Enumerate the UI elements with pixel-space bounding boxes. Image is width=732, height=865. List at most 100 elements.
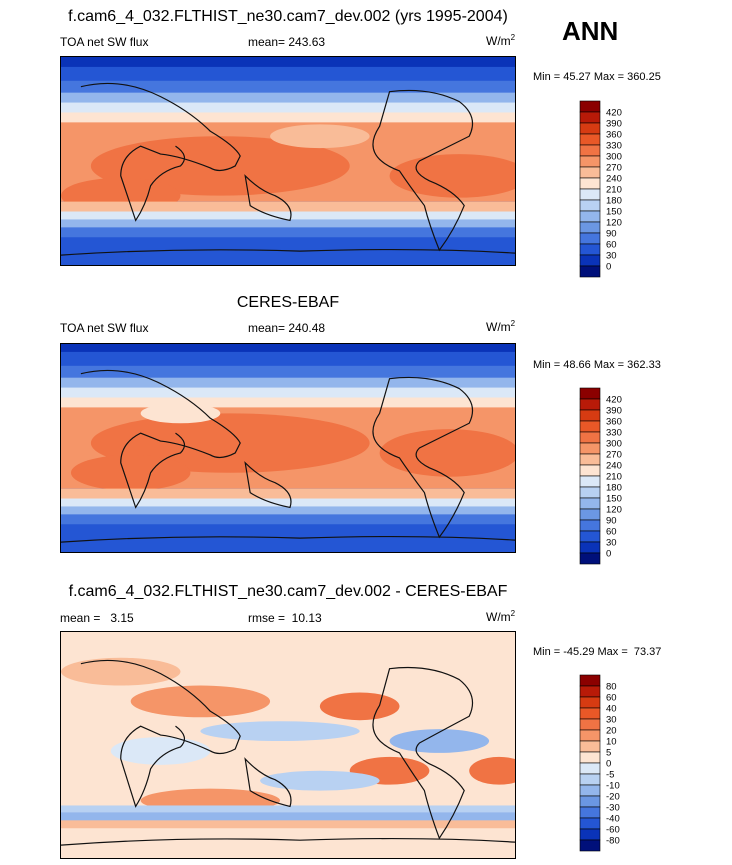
colorbar-swatch <box>579 420 601 433</box>
colorbar-swatch <box>579 762 601 775</box>
panel-1-map-field <box>61 57 515 265</box>
colorbar-swatch <box>579 133 601 146</box>
colorbar-swatch <box>579 751 601 764</box>
panel-1-map <box>60 56 516 266</box>
colorbar-tick-label: 10 <box>606 737 617 748</box>
colorbar-swatch <box>579 828 601 841</box>
colorbar-swatch <box>579 541 601 554</box>
panel-3-map-field <box>61 632 515 858</box>
colorbar-tick-label: -60 <box>606 825 620 836</box>
colorbar-tick-label: 0 <box>606 262 611 273</box>
colorbar-swatch <box>579 839 601 852</box>
colorbar-tick-label: 390 <box>606 406 622 417</box>
colorbar-tick-label: 20 <box>606 726 617 737</box>
colorbar-swatch <box>579 718 601 731</box>
colorbar-tick-label: -80 <box>606 836 620 847</box>
colorbar-swatch <box>579 729 601 742</box>
colorbar-swatch <box>579 453 601 466</box>
colorbar-swatch <box>579 188 601 201</box>
colorbar-swatch <box>579 210 601 223</box>
colorbar-tick-label: 60 <box>606 240 617 251</box>
colorbar-swatch <box>579 519 601 532</box>
colorbar-tick-label: 150 <box>606 207 622 218</box>
colorbar-tick-label: 240 <box>606 174 622 185</box>
colorbar-tick-label: 300 <box>606 152 622 163</box>
colorbar-swatch <box>579 740 601 753</box>
colorbar-tick-label: 150 <box>606 494 622 505</box>
colorbar-tick-label: 300 <box>606 439 622 450</box>
colorbar-swatch <box>579 199 601 212</box>
panel-3-mean-label: mean = 3.15 <box>60 611 134 625</box>
panel-3-minmax: Min = -45.29 Max = 73.37 <box>533 646 662 658</box>
colorbar-swatch <box>579 232 601 245</box>
colorbar-swatch <box>579 431 601 444</box>
colorbar-swatch <box>579 111 601 124</box>
colorbar-swatch <box>579 685 601 698</box>
colorbar-swatch <box>579 464 601 477</box>
colorbar-tick-label: 60 <box>606 693 617 704</box>
colorbar-swatch <box>579 773 601 786</box>
colorbar-tick-label: 270 <box>606 450 622 461</box>
colorbar-swatch <box>579 398 601 411</box>
colorbar-tick-label: 330 <box>606 428 622 439</box>
colorbar-swatch <box>579 254 601 267</box>
panel-2-mean-label: mean= 240.48 <box>248 321 326 335</box>
colorbar-swatch <box>579 442 601 455</box>
colorbar-tick-label: 90 <box>606 516 617 527</box>
colorbar-tick-label: 30 <box>606 715 617 726</box>
colorbar-swatch <box>579 486 601 499</box>
colorbar-swatch <box>579 221 601 234</box>
colorbar-tick-label: -10 <box>606 781 620 792</box>
colorbar-swatch <box>579 508 601 521</box>
colorbar-tick-label: 30 <box>606 538 617 549</box>
colorbar-tick-label: 40 <box>606 704 617 715</box>
colorbar-tick-label: 210 <box>606 185 622 196</box>
panel-1-units: W/m2 <box>486 33 516 48</box>
colorbar-tick-label: 180 <box>606 196 622 207</box>
colorbar-swatch <box>579 243 601 256</box>
panel-3-colorbar: 80 60 40 30 20 10 5 0 -5 -10 -20 -30 -40 -60 -80 <box>579 674 620 857</box>
colorbar-swatch <box>579 696 601 709</box>
colorbar-swatch <box>579 707 601 720</box>
panel-3-units: W/m2 <box>486 609 516 624</box>
colorbar-tick-label: 90 <box>606 229 617 240</box>
panel-2-minmax: Min = 48.66 Max = 362.33 <box>533 359 661 371</box>
colorbar-swatch <box>579 177 601 190</box>
colorbar-tick-label: -40 <box>606 814 620 825</box>
colorbar-swatch <box>579 806 601 819</box>
colorbar-tick-label: 60 <box>606 527 617 538</box>
colorbar-swatch <box>579 497 601 510</box>
panel-2-colorbar: 420 390 360 330 300 270 240 210 180 150 120 90 60 30 0 <box>579 387 622 570</box>
panel-2-map <box>60 343 516 553</box>
colorbar-swatch <box>579 166 601 179</box>
panel-2-map-field <box>61 344 515 552</box>
colorbar-tick-label: 0 <box>606 549 611 560</box>
colorbar-tick-label: -20 <box>606 792 620 803</box>
colorbar-swatch <box>579 155 601 168</box>
colorbar-tick-label: 0 <box>606 759 611 770</box>
colorbar-swatch <box>579 795 601 808</box>
colorbar-tick-label: 420 <box>606 108 622 119</box>
colorbar-tick-label: 30 <box>606 251 617 262</box>
season-label: ANN <box>562 16 619 46</box>
panel-1-variable-label: TOA net SW flux <box>60 35 149 49</box>
colorbar-swatch <box>579 674 601 687</box>
colorbar-tick-label: -30 <box>606 803 620 814</box>
panel-3-rmse-label: rmse = 10.13 <box>248 611 322 625</box>
panel-2-variable-label: TOA net SW flux <box>60 321 149 335</box>
panel-1-mean-label: mean= 243.63 <box>248 35 326 49</box>
panel-2-units: W/m2 <box>486 319 516 334</box>
colorbar-swatch <box>579 122 601 135</box>
panel-3-title: f.cam6_4_032.FLTHIST_ne30.cam7_dev.002 -… <box>68 583 508 600</box>
colorbar-swatch <box>579 100 601 113</box>
colorbar-tick-label: 360 <box>606 417 622 428</box>
colorbar-swatch <box>579 817 601 830</box>
colorbar-swatch <box>579 409 601 422</box>
panel-1-colorbar: 420 390 360 330 300 270 240 210 180 150 120 90 60 30 0 <box>579 100 622 283</box>
colorbar-tick-label: 360 <box>606 130 622 141</box>
colorbar-tick-label: 120 <box>606 505 622 516</box>
panel-1-minmax: Min = 45.27 Max = 360.25 <box>533 71 661 83</box>
panel-1-title: f.cam6_4_032.FLTHIST_ne30.cam7_dev.002 (… <box>68 8 508 25</box>
